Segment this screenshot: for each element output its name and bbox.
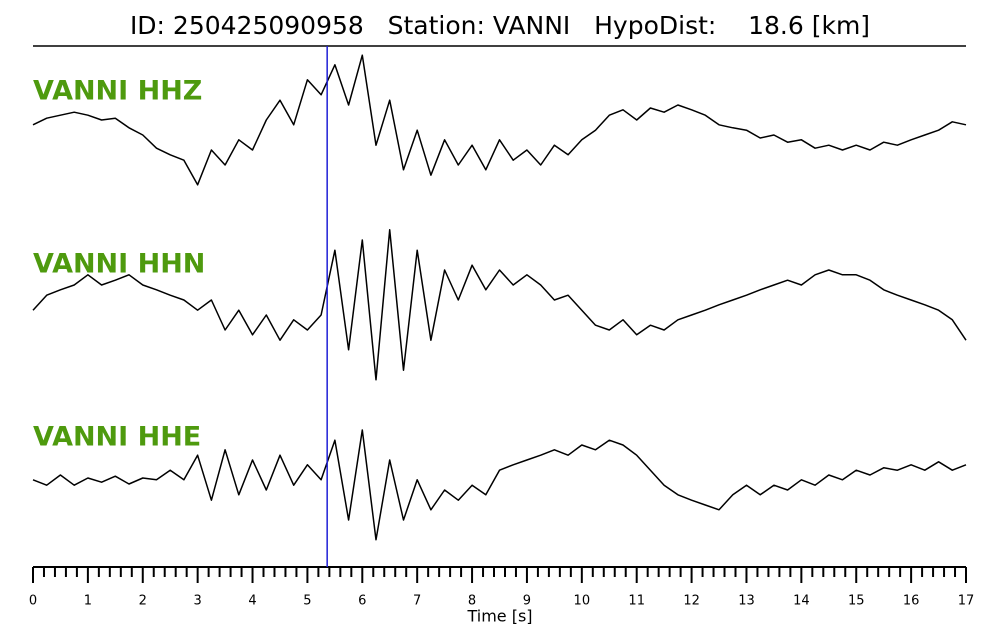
x-tick-label: 0 (29, 594, 37, 609)
x-tick-label: 7 (413, 594, 421, 609)
channel-label: VANNI HHN (33, 249, 205, 280)
x-tick-label: 16 (903, 594, 920, 609)
x-tick-label: 8 (468, 594, 476, 609)
x-tick-label: 15 (848, 594, 865, 609)
waveform (32, 429, 967, 541)
channel-label: VANNI HHZ (33, 76, 202, 107)
chart-title: ID: 250425090958 Station: VANNI HypoDist… (130, 11, 870, 40)
waveform (32, 54, 967, 186)
x-tick-label: 9 (523, 594, 531, 609)
x-axis-label: Time [s] (466, 607, 532, 626)
waveform (32, 229, 967, 381)
x-tick-label: 11 (628, 594, 645, 609)
x-tick-label: 17 (958, 594, 975, 609)
x-tick-label: 4 (248, 594, 256, 609)
x-tick-label: 5 (303, 594, 311, 609)
x-tick-label: 14 (793, 594, 810, 609)
x-tick-label: 6 (358, 594, 366, 609)
x-tick-label: 2 (139, 594, 147, 609)
x-tick-label: 13 (738, 594, 755, 609)
x-tick-label: 3 (194, 594, 202, 609)
x-tick-label: 1 (84, 594, 92, 609)
x-tick-label: 12 (683, 594, 700, 609)
x-tick-label: 10 (574, 594, 591, 609)
channel-label: VANNI HHE (33, 422, 201, 453)
